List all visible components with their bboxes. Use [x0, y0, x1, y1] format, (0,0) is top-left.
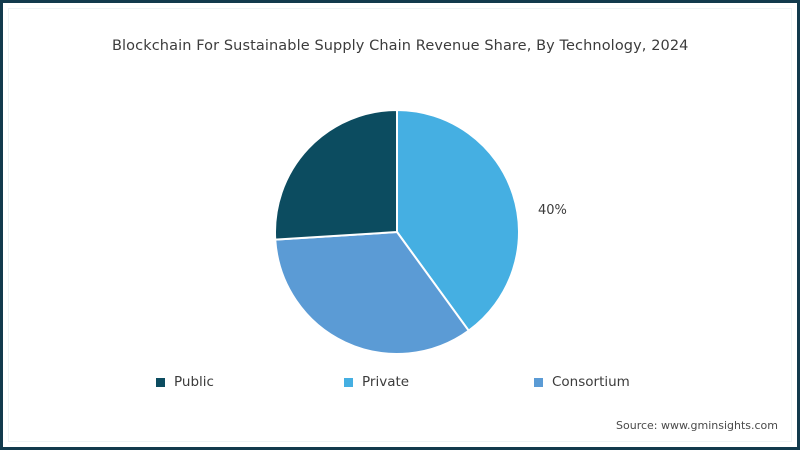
legend-swatch-public — [156, 377, 165, 387]
legend-swatch-consortium — [534, 377, 543, 387]
legend-item-public[interactable]: Public — [156, 372, 214, 392]
pie-slice-consortium[interactable] — [274, 231, 470, 355]
legend-item-consortium[interactable]: Consortium — [534, 372, 630, 392]
legend-label-public: Public — [174, 374, 214, 390]
legend-label-private: Private — [362, 374, 410, 390]
chart-legend: Public Private Consortium — [150, 372, 660, 394]
pie-slice-group — [274, 109, 520, 355]
slice-label-private: 40% — [538, 203, 567, 218]
pie-slice-public[interactable] — [274, 109, 398, 241]
pie-slice-private[interactable] — [396, 109, 520, 332]
legend-swatch-private — [344, 377, 353, 387]
page-title: Blockchain For Sustainable Supply Chain … — [112, 38, 689, 54]
legend-item-private[interactable]: Private — [344, 372, 409, 392]
source-attribution: Source: www.gminsights.com — [616, 419, 778, 432]
legend-label-consortium: Consortium — [552, 374, 630, 390]
